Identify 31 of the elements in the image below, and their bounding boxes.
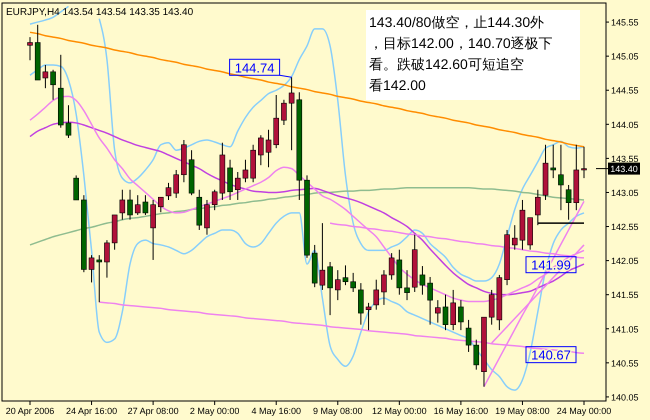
annotation: 看。跌破142.60可短追空: [369, 56, 524, 72]
x-tick-label: 4 May 16:00: [251, 406, 301, 416]
annotation: 140.67: [531, 348, 571, 363]
x-tick-label: 12 May 00:00: [372, 406, 427, 416]
y-tick-label: 143.55: [611, 154, 639, 164]
y-tick-label: 141.55: [611, 290, 639, 300]
annotation: 144.74: [234, 60, 274, 76]
ref-line-label: 143.40: [610, 164, 638, 174]
y-tick-label: 140.05: [611, 392, 639, 402]
chart-title: EURJPY,H4 143.54 143.54 143.35 143.40: [6, 7, 194, 18]
x-tick-label: 16 May 16:00: [434, 406, 488, 416]
y-tick-label: 143.05: [611, 188, 639, 198]
y-tick-label: 145.05: [611, 52, 639, 62]
x-tick-label: 24 Apr 16:00: [66, 406, 118, 416]
annotation: 143.40/80做空，止144.30外: [369, 14, 544, 30]
y-tick-label: 142.55: [611, 222, 639, 232]
x-tick-label: 2 May 00:00: [190, 406, 240, 416]
x-tick-label: 24 May 00:00: [556, 406, 612, 416]
annotation: 141.99: [531, 258, 571, 273]
y-tick-label: 144.55: [611, 86, 639, 96]
y-tick-label: 144.05: [611, 120, 639, 130]
x-tick-label: 19 May 08:00: [495, 406, 550, 416]
annotation: ，目标142.00，140.70逐极下: [369, 35, 553, 51]
y-tick-label: 141.05: [611, 324, 639, 334]
x-tick-label: 20 Apr 2006: [6, 406, 54, 416]
y-tick-label: 145.55: [611, 18, 639, 28]
y-tick-label: 142.05: [611, 256, 639, 266]
x-tick-label: 9 May 08:00: [313, 406, 363, 416]
annotation: 看142.00: [369, 77, 426, 93]
y-tick-label: 140.55: [611, 358, 639, 368]
x-tick-label: 27 Apr 08:00: [128, 406, 179, 416]
